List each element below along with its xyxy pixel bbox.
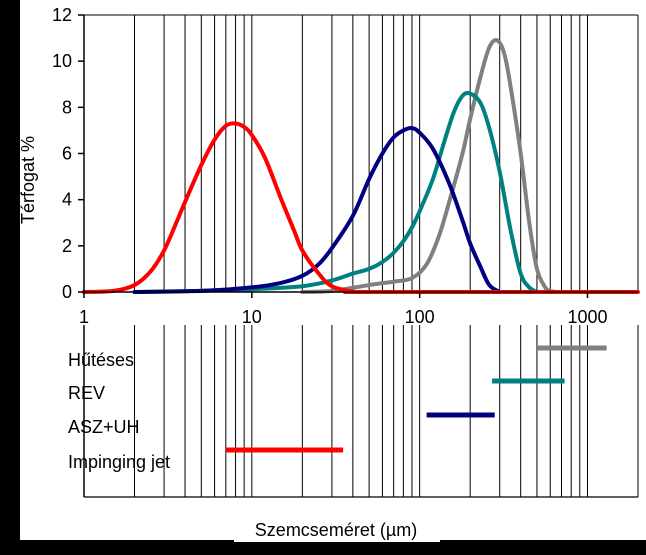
y-tick-label: 12 <box>52 5 72 25</box>
grid-lines <box>83 14 639 498</box>
y-tick-label: 0 <box>62 282 72 302</box>
y-tick-label: 6 <box>62 144 72 164</box>
series-line-asz-uh <box>132 126 502 294</box>
x-axis-title-background <box>234 514 440 542</box>
x-ticks: 1 10 100 1000 <box>79 292 608 327</box>
x-tick-label: 1 <box>79 307 89 327</box>
series-line-h-t-ses <box>300 38 559 294</box>
legend-labels: Hűtéses REV ASZ+UH Impinging jet <box>68 350 170 472</box>
x-tick-label: 10 <box>242 307 262 327</box>
legend-label: Hűtéses <box>68 350 134 370</box>
y-ticks: 0 2 4 6 8 10 12 <box>52 5 84 302</box>
legend-label: REV <box>68 383 105 403</box>
x-tick-label: 1000 <box>567 307 607 327</box>
y-tick-label: 8 <box>62 97 72 117</box>
y-axis-title: Térfogat % <box>18 136 38 224</box>
x-axis-title: Szemcseméret (µm) <box>255 520 417 540</box>
left-black-block-top <box>0 0 20 118</box>
y-tick-label: 10 <box>52 51 72 71</box>
legend-label: ASZ+UH <box>68 417 140 437</box>
x-tick-label: 100 <box>405 307 435 327</box>
legend-label: Impinging jet <box>68 452 170 472</box>
range-bars <box>225 345 607 453</box>
series-line-impinging-jet <box>82 121 640 295</box>
y-tick-label: 2 <box>62 236 72 256</box>
series-lines <box>82 38 640 295</box>
y-tick-label: 4 <box>62 190 72 210</box>
left-black-block-bottom <box>0 250 20 540</box>
